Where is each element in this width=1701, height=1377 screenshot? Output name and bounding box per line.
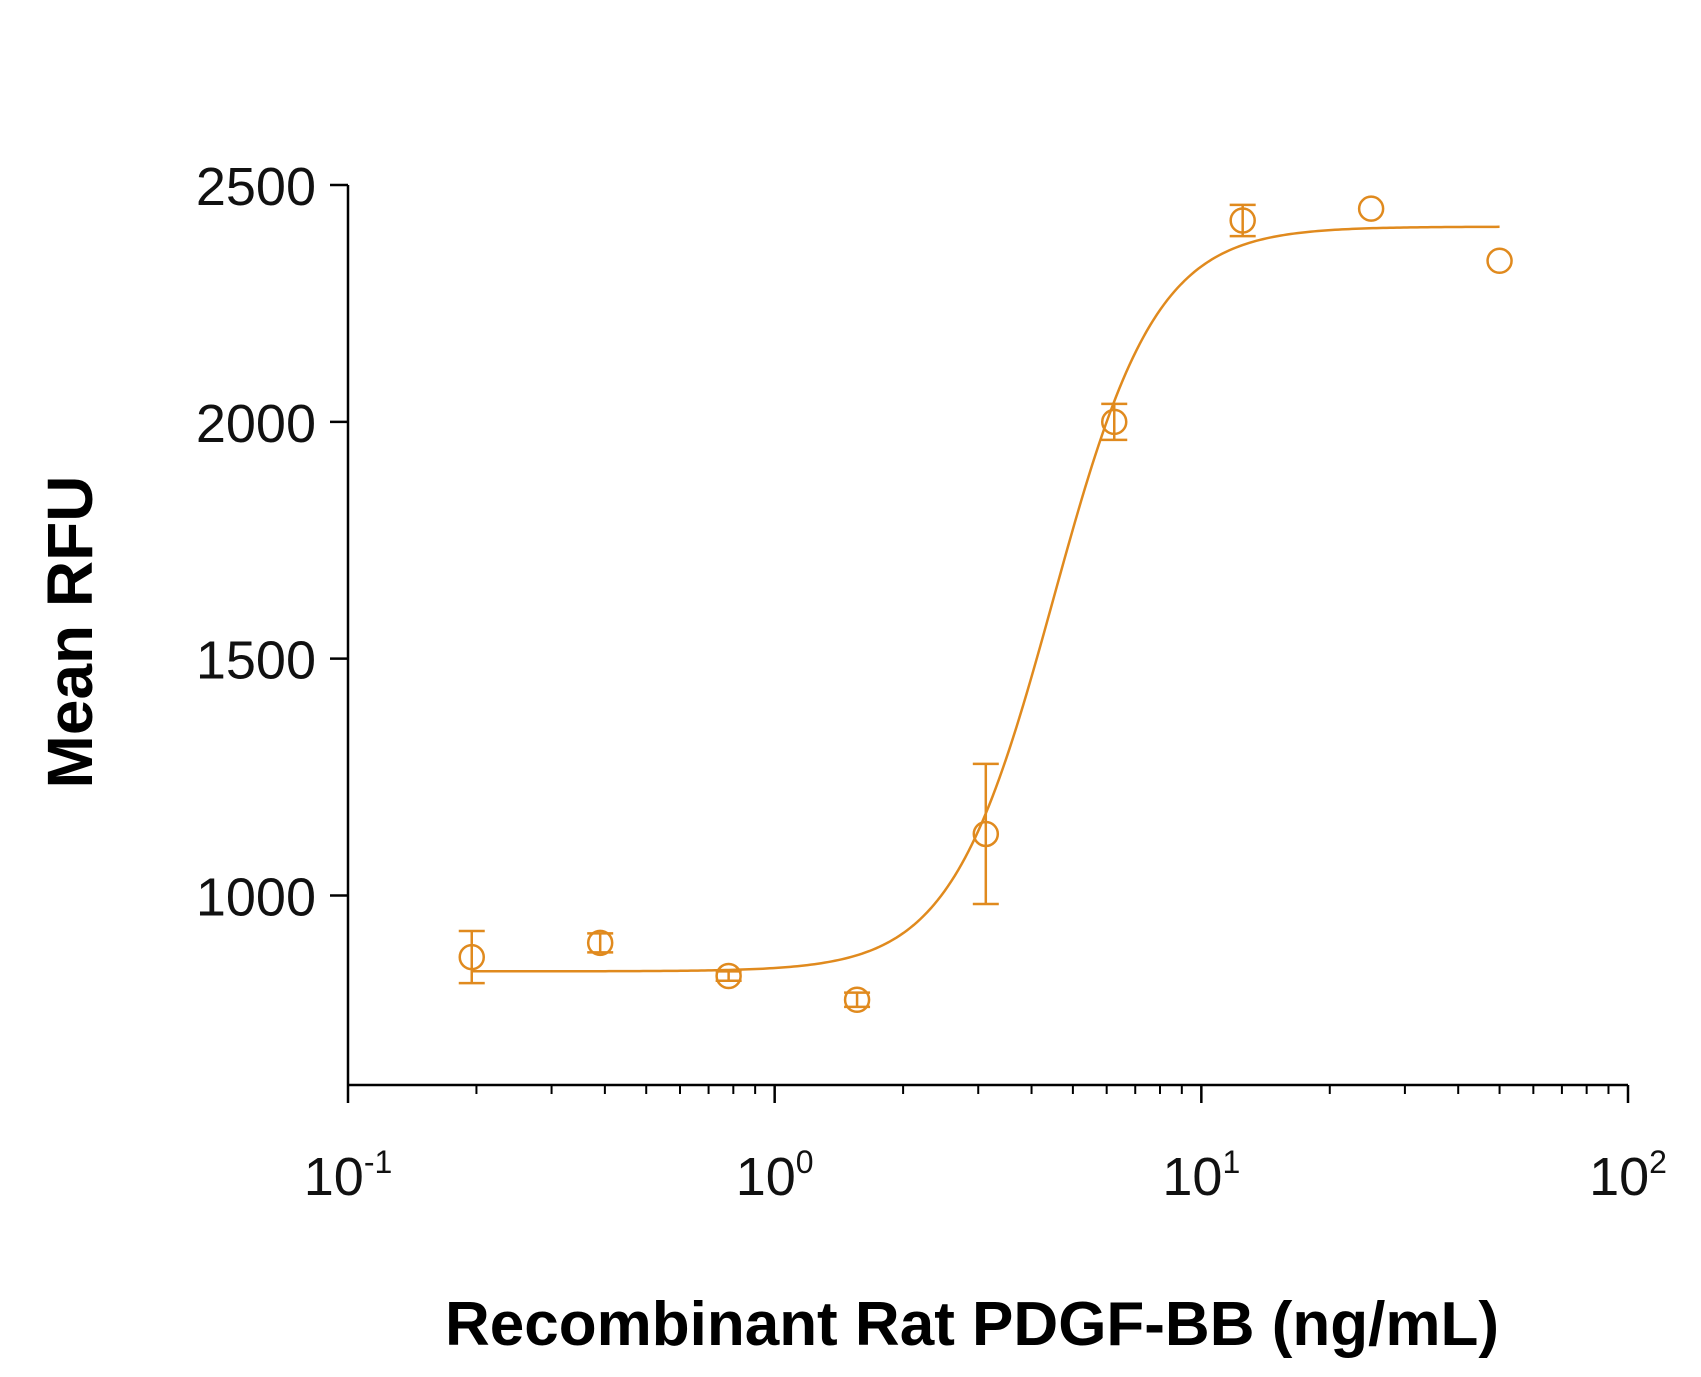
y-axis-title: Mean RFU <box>34 476 106 789</box>
x-tick-label: 101 <box>1162 1144 1240 1207</box>
data-point <box>972 762 1000 906</box>
data-point <box>1100 402 1128 442</box>
data-point <box>1357 195 1385 222</box>
y-tick-label: 2500 <box>196 157 316 217</box>
point-marker <box>458 943 485 971</box>
data-point <box>586 929 614 957</box>
data-point <box>1229 203 1256 238</box>
y-tick-label: 1000 <box>196 868 316 928</box>
point-marker <box>1229 207 1256 234</box>
x-tick-label: 100 <box>736 1144 814 1207</box>
point-marker <box>1486 247 1513 275</box>
data-point <box>1486 247 1513 275</box>
data-point <box>843 986 871 1013</box>
point-marker <box>972 820 1000 848</box>
data-point <box>715 962 742 990</box>
x-tick-label: 102 <box>1589 1144 1667 1207</box>
data-point <box>458 929 485 985</box>
point-marker <box>1100 408 1128 436</box>
y-tick-label: 2000 <box>196 394 316 454</box>
x-ticks: 10-1 100 101 102 <box>304 1085 1667 1207</box>
axes: 1000 1500 2000 2500 10-1 100 101 102 <box>196 157 1667 1207</box>
point-marker <box>715 962 742 990</box>
y-tick-label: 1500 <box>196 631 316 691</box>
plot-area <box>458 195 1513 1013</box>
y-ticks: 1000 1500 2000 2500 <box>196 157 348 928</box>
point-marker <box>1357 195 1385 222</box>
point-marker <box>843 986 871 1013</box>
x-axis-title: Recombinant Rat PDGF-BB (ng/mL) <box>445 1290 1499 1359</box>
x-tick-label: 10-1 <box>304 1144 393 1207</box>
point-marker <box>586 929 614 957</box>
